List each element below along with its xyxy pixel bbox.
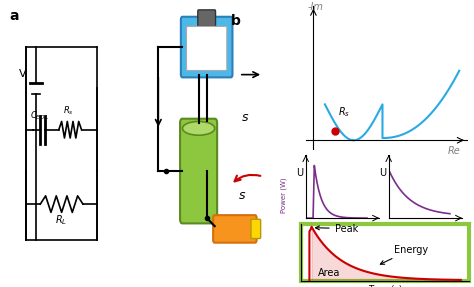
Text: Peak: Peak: [316, 224, 358, 234]
Ellipse shape: [182, 121, 215, 135]
FancyBboxPatch shape: [213, 215, 256, 243]
Text: $R_s$: $R_s$: [63, 104, 74, 117]
Bar: [301, 224, 469, 281]
Text: Area: Area: [318, 267, 340, 278]
Text: b: b: [231, 14, 241, 28]
FancyBboxPatch shape: [180, 119, 217, 223]
Text: -Im: -Im: [308, 2, 324, 12]
Text: Power (W): Power (W): [281, 177, 287, 213]
FancyBboxPatch shape: [181, 17, 232, 77]
FancyBboxPatch shape: [186, 26, 227, 71]
Text: Time: Time: [418, 222, 438, 231]
Text: Time: Time: [335, 222, 356, 231]
Text: $R_L$: $R_L$: [55, 214, 67, 227]
Text: Re: Re: [448, 146, 460, 156]
Text: V: V: [19, 69, 27, 79]
FancyBboxPatch shape: [198, 10, 216, 26]
Text: U: U: [379, 168, 386, 178]
Text: U: U: [296, 168, 303, 178]
Text: a: a: [9, 9, 18, 22]
Text: Time (s): Time (s): [368, 285, 402, 287]
Text: $C_{EDL}$: $C_{EDL}$: [30, 110, 49, 122]
Text: $R_s$: $R_s$: [338, 106, 350, 119]
Text: s: s: [239, 189, 246, 201]
Text: Energy: Energy: [380, 245, 428, 264]
FancyBboxPatch shape: [251, 219, 261, 238]
Text: s: s: [242, 111, 249, 125]
